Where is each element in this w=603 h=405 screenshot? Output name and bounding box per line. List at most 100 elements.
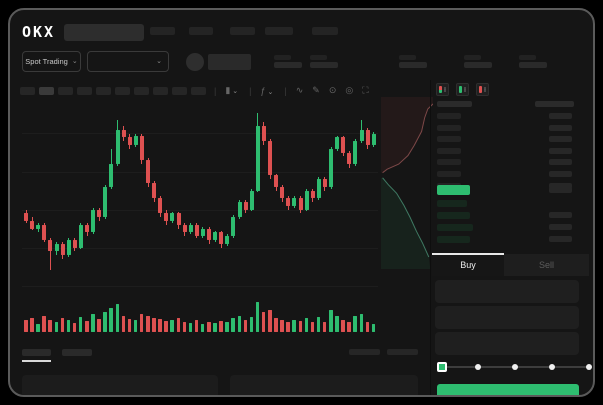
search-input[interactable] [64,24,144,41]
settings-icon[interactable]: ◎ [345,85,354,95]
orderbook-bid-amount [549,224,572,230]
slider-stop[interactable] [512,364,518,370]
candle [36,224,41,229]
candle [341,137,346,153]
volume-bar [292,320,296,332]
slider-stop[interactable] [586,364,592,370]
orderbook-bid-amount [549,236,572,242]
candle [243,202,248,210]
slider-stop[interactable] [475,364,481,370]
toolbar-tool[interactable] [115,87,130,95]
orderbook-view-combined-icon[interactable] [436,83,449,96]
volume-bar [298,321,302,332]
toolbar-tool[interactable] [20,87,35,95]
ticker-stat-value [464,62,492,68]
tab-sell[interactable]: Sell [504,254,589,276]
line-tool-icon[interactable]: ∿ [295,85,304,95]
volume-bar [341,320,345,332]
volume-bar [261,312,266,332]
candle [237,202,242,218]
candle [255,126,260,191]
volume-bar [133,320,138,332]
volume-bar [237,316,241,332]
candlestick-chart[interactable] [22,107,378,297]
ticker-stat-label [464,55,481,60]
slider-stop[interactable] [549,364,555,370]
orderbook-ask-price[interactable] [437,113,461,119]
draw-tool-icon[interactable]: ✎ [312,85,320,95]
toolbar-tool[interactable] [96,87,111,95]
candle [103,186,108,218]
toolbar-tool[interactable] [172,87,187,95]
trade-input-field[interactable] [435,280,579,303]
orderbook-bid-price[interactable] [437,236,470,243]
orderbook-bid-price[interactable] [437,212,470,219]
trade-input-field[interactable] [435,306,579,329]
slider-handle[interactable] [437,362,447,372]
chart-type-icon[interactable]: ▮⌄ [225,85,241,95]
bottom-tab[interactable] [22,349,51,356]
candle [207,228,211,240]
ticker-stat-label [519,55,536,60]
candle [146,160,150,183]
indicator-icon[interactable]: ƒ⌄ [260,85,276,96]
ticker-stat-label [274,55,291,60]
nav-item[interactable] [189,27,213,35]
pair-dropdown[interactable]: ⌄ [87,51,169,72]
chart-toolbar-icons: | ▮⌄ | ƒ⌄ | ∿ ✎ ⊙ ◎ ⛶ [214,84,369,97]
candle [48,240,53,252]
bottom-panel [22,375,218,395]
toolbar-tool[interactable] [191,87,206,95]
orderbook-ask-price[interactable] [437,147,461,154]
orderbook-ask-price[interactable] [437,124,461,131]
volume-bar [335,316,339,332]
nav-item[interactable] [265,27,293,35]
nav-item[interactable] [312,27,338,35]
orderbook-bid-price[interactable] [437,200,467,207]
orderbook-ask-amount [549,124,572,131]
chart-footer-control[interactable] [387,349,418,355]
nav-item[interactable] [230,27,255,35]
toolbar-tool[interactable] [39,87,54,95]
candle [365,129,370,145]
orderbook-view-bids-only-icon[interactable] [456,83,469,96]
candle [359,129,364,142]
candle [66,240,71,256]
volume-bar [255,302,260,332]
ticker-stat-value [310,62,338,68]
camera-icon[interactable]: ⊙ [328,85,337,95]
fullscreen-icon[interactable]: ⛶ [362,85,369,95]
volume-bar [268,310,272,332]
candle [121,129,126,138]
orderbook-ask-price[interactable] [437,136,461,143]
orderbook-bid-price[interactable] [437,224,473,231]
orderbook-bid-amount [549,187,572,193]
orderbook-last-price[interactable] [437,185,470,195]
candle [42,224,47,240]
buy-button[interactable] [437,384,579,395]
ticker-stat-value [399,62,427,68]
toolbar-tool[interactable] [134,87,149,95]
toolbar-tool[interactable] [153,87,168,95]
market-type-dropdown[interactable]: Spot Trading ⌄ [22,51,81,72]
candle [170,213,175,221]
chart-footer-control[interactable] [349,349,380,355]
toolbar-tool[interactable] [58,87,73,95]
tab-buy[interactable]: Buy [432,254,504,276]
orderbook-ask-price[interactable] [437,171,461,177]
volume-bar [170,320,174,332]
volume-bar [60,318,65,332]
orderbook-ask-price[interactable] [437,159,461,166]
volume-bar [164,321,168,332]
orderbook-ask-amount [549,159,572,166]
candle [115,129,120,164]
volume-bar [139,314,144,332]
chevron-down-icon: ⌄ [156,58,162,65]
candle [225,236,230,244]
orderbook-view-asks-only-icon[interactable] [476,83,489,96]
bottom-tab[interactable] [62,349,92,356]
nav-item[interactable] [150,27,175,35]
volume-bar [42,316,46,332]
toolbar-tool[interactable] [77,87,92,95]
trade-input-field[interactable] [435,332,579,355]
